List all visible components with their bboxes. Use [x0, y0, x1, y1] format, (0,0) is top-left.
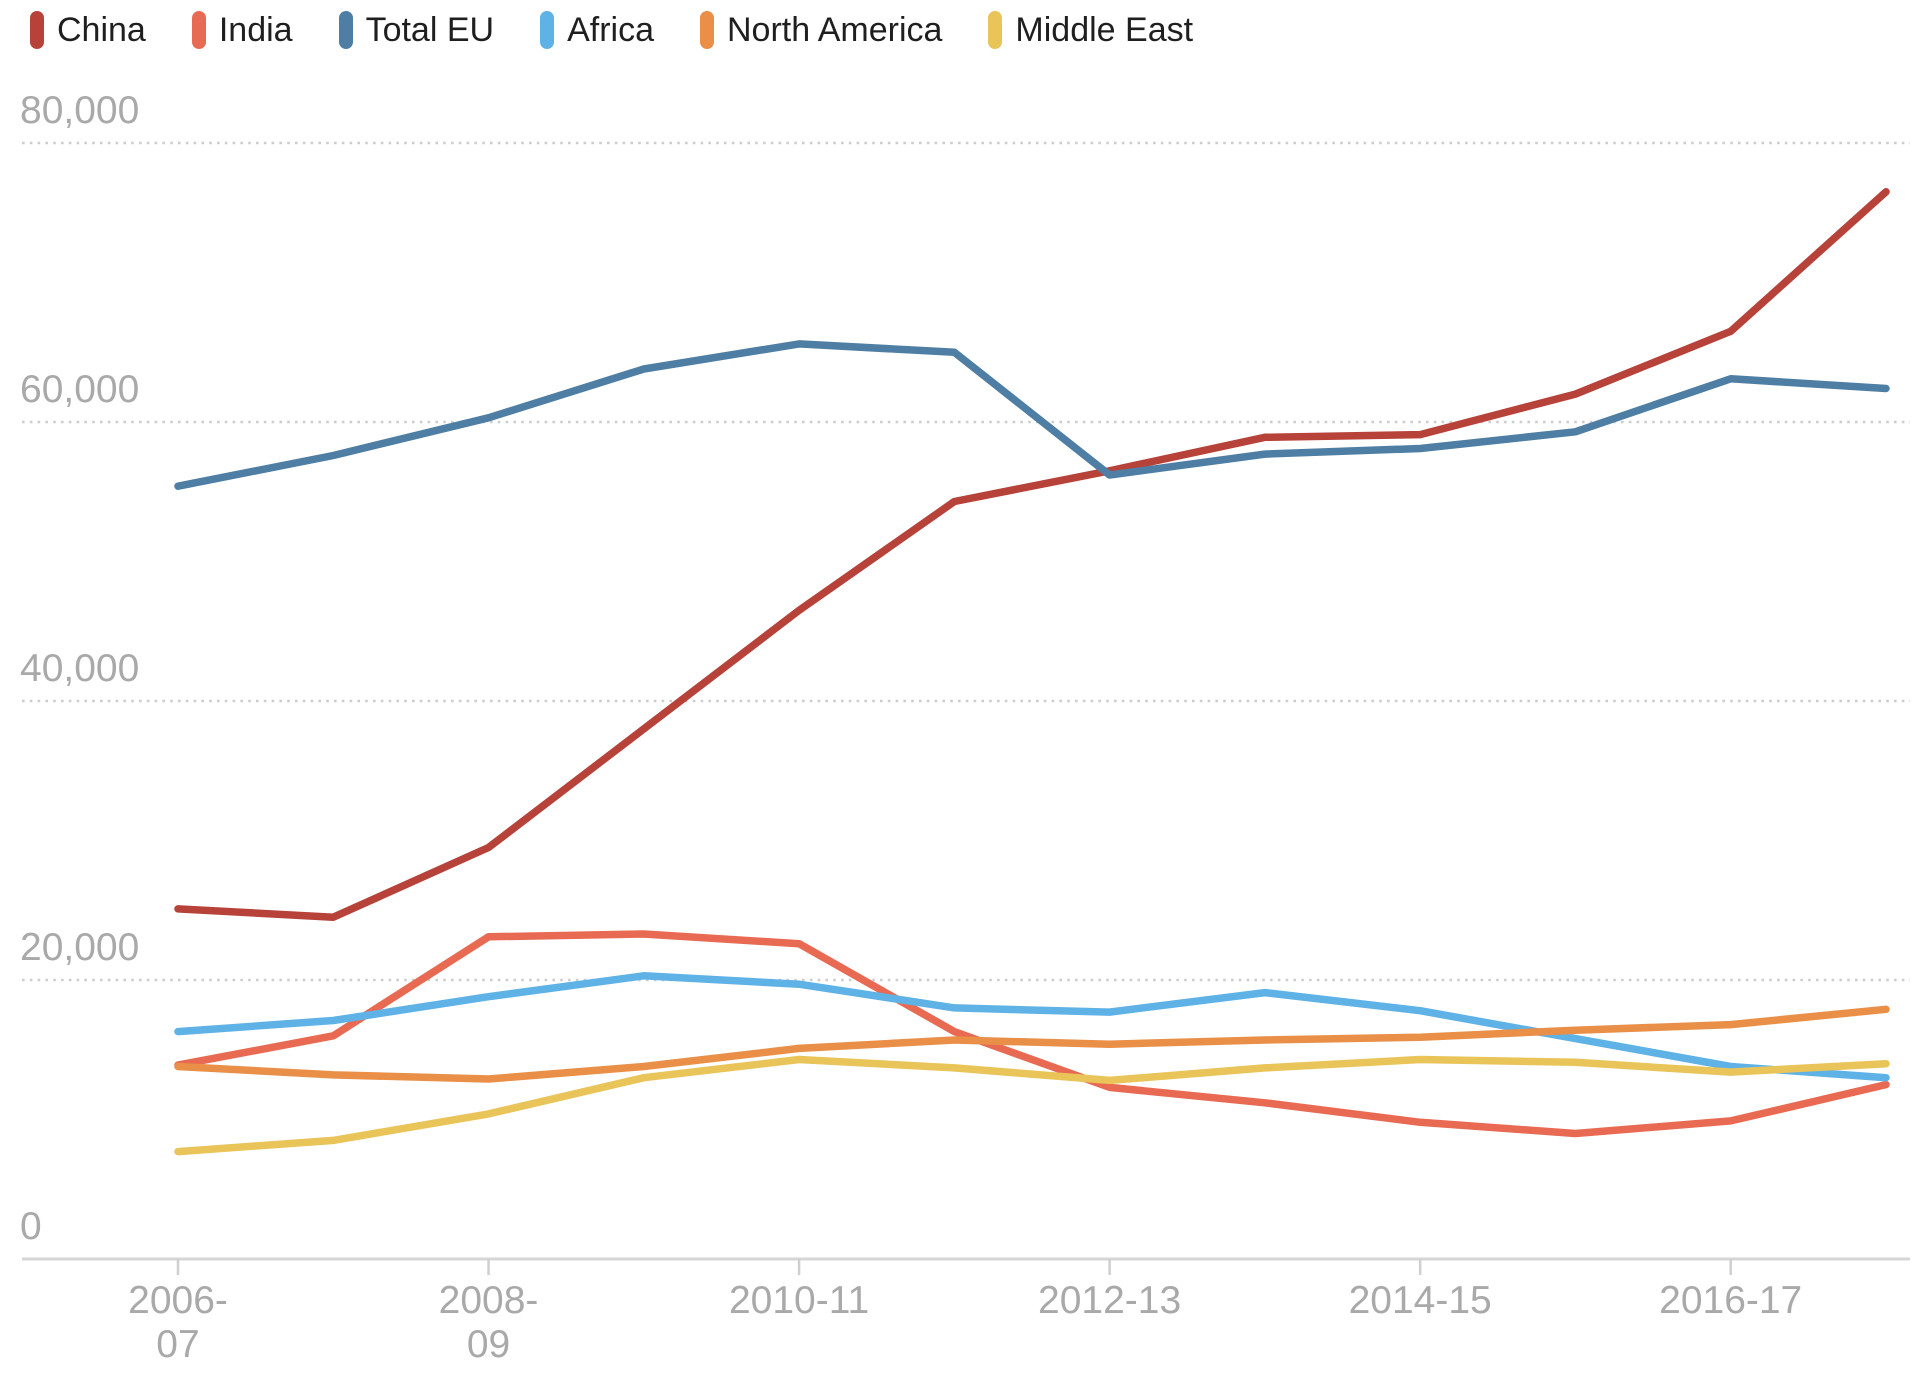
x-axis-tick-label: 2010-11 — [729, 1279, 869, 1322]
legend-label: Africa — [567, 10, 654, 49]
legend-swatch-icon — [338, 11, 353, 49]
y-axis-tick-label: 60,000 — [20, 368, 139, 411]
x-axis-tick-label: 2006- — [128, 1279, 228, 1322]
series-line-total-eu — [174, 340, 1890, 490]
legend-label: Total EU — [365, 10, 495, 49]
series-line-india — [174, 930, 1890, 1138]
legend-item: India — [191, 10, 293, 50]
x-axis-tick-label: 2012-13 — [1038, 1279, 1181, 1322]
legend-swatch-icon — [700, 11, 714, 49]
series-line-middle-east — [174, 1055, 1890, 1156]
legend-item: Africa — [540, 11, 654, 50]
x-axis-tick-label: 07 — [156, 1323, 199, 1366]
legend-label: China — [57, 10, 146, 49]
x-axis-tick-label: 2008- — [439, 1279, 539, 1322]
series-line-north-america — [174, 1005, 1890, 1083]
legend-label: North America — [727, 10, 943, 49]
y-axis-tick-label: 80,000 — [20, 89, 139, 132]
legend-swatch-icon — [191, 11, 206, 49]
legend-swatch-icon — [540, 11, 555, 49]
legend: China India Total EU Africa North America Mid… — [30, 8, 1193, 52]
series-line-africa — [174, 972, 1890, 1082]
legend-item: China — [30, 11, 146, 50]
x-axis-tick-label: 2016-17 — [1659, 1279, 1802, 1322]
legend-item: Total EU — [338, 10, 495, 50]
x-axis-tick-label: 09 — [467, 1323, 510, 1366]
y-axis-tick-label: 0 — [20, 1205, 42, 1248]
legend-swatch-icon — [988, 11, 1003, 49]
legend-item: North America — [700, 11, 942, 50]
y-axis-tick-label: 20,000 — [20, 926, 139, 969]
legend-swatch-icon — [30, 11, 44, 49]
x-axis-tick-label: 2014-15 — [1349, 1279, 1492, 1322]
series-line-china — [174, 188, 1890, 921]
legend-item: Middle East — [988, 11, 1193, 50]
y-axis-tick-label: 40,000 — [20, 647, 139, 690]
legend-label: India — [218, 10, 293, 49]
legend-label: Middle East — [1015, 10, 1194, 49]
